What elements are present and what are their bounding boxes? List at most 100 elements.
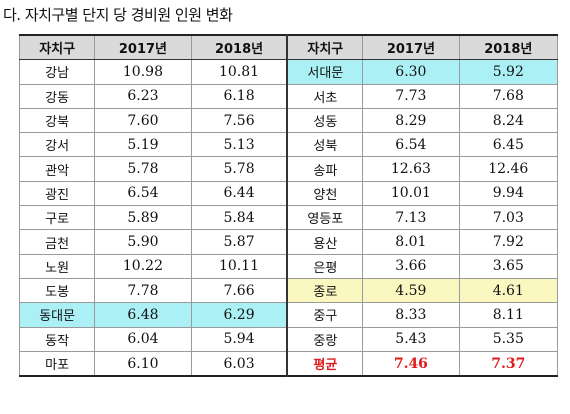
left-value-2017-cell: 6.10: [94, 350, 192, 377]
left-district-cell: 강북: [18, 107, 96, 134]
right-district-cell: 중랑: [286, 326, 364, 352]
right-value-2017-cell: 7.13: [362, 205, 460, 231]
left-district-cell: 마포: [18, 350, 96, 377]
table-row: 구로 5.89 5.84 영등포 7.13 7.03: [18, 205, 559, 231]
table-row: 노원 10.22 10.11 은평 3.66 3.65: [18, 253, 559, 279]
left-value-2018-cell: 5.84: [190, 205, 289, 231]
header-2018-left: 2018년: [190, 34, 289, 61]
left-value-2017-cell: 5.78: [94, 156, 192, 182]
table-row: 강동 6.23 6.18 서초 7.73 7.68: [18, 83, 559, 109]
left-value-2017-cell: 10.22: [94, 253, 192, 279]
right-value-2017-cell: 8.01: [362, 229, 460, 255]
right-district-cell: 송파: [286, 156, 364, 182]
table-row: 동대문 6.48 6.29 중구 8.33 8.11: [18, 302, 559, 328]
table-row: 관악 5.78 5.78 송파 12.63 12.46: [18, 156, 559, 182]
left-value-2017-cell: 7.78: [94, 277, 192, 304]
right-value-2018-cell: 7.68: [458, 83, 559, 109]
table-row: 도봉 7.78 7.66 종로 4.59 4.61: [18, 277, 559, 304]
left-district-cell: 금천: [18, 229, 96, 255]
left-value-2018-cell: 6.29: [190, 302, 289, 328]
header-district-left: 자치구: [18, 34, 96, 61]
right-value-2017-cell: 7.73: [362, 83, 460, 109]
left-district-cell: 동대문: [18, 302, 96, 328]
header-2017-right: 2017년: [362, 34, 460, 61]
left-value-2018-cell: 6.44: [190, 180, 289, 207]
left-district-cell: 구로: [18, 205, 96, 231]
left-district-cell: 광진: [18, 180, 96, 207]
right-value-2017-cell: 5.43: [362, 326, 460, 352]
table-body: 강남 10.98 10.81 서대문 6.30 5.92 강동 6.23 6.18 서초 7.73 7…: [18, 59, 559, 377]
right-district-cell: 은평: [286, 253, 364, 279]
right-district-cell: 종로: [286, 277, 364, 304]
left-value-2017-cell: 10.98: [94, 59, 192, 85]
left-value-2018-cell: 6.03: [190, 350, 289, 377]
right-value-2017-cell: 8.29: [362, 107, 460, 134]
right-value-2017-cell: 3.66: [362, 253, 460, 279]
right-district-cell: 용산: [286, 229, 364, 255]
right-value-2017-cell: 10.01: [362, 180, 460, 207]
table-header-row: 자치구 2017년 2018년 자치구 2017년 2018년: [18, 34, 559, 61]
left-value-2018-cell: 5.94: [190, 326, 289, 352]
right-value-2018-cell: 7.03: [458, 205, 559, 231]
left-district-cell: 강서: [18, 132, 96, 158]
right-value-2018-cell: 5.35: [458, 326, 559, 352]
right-value-2018-cell: 5.92: [458, 59, 559, 85]
right-value-2018-cell: 4.61: [458, 277, 559, 304]
left-value-2018-cell: 6.18: [190, 83, 289, 109]
table-row: 강서 5.19 5.13 성북 6.54 6.45: [18, 132, 559, 158]
left-value-2018-cell: 7.56: [190, 107, 289, 134]
left-value-2017-cell: 6.54: [94, 180, 192, 207]
right-value-2018-cell: 8.24: [458, 107, 559, 134]
table-row: 강남 10.98 10.81 서대문 6.30 5.92: [18, 59, 559, 85]
right-value-2017-cell: 8.33: [362, 302, 460, 328]
right-district-cell: 서초: [286, 83, 364, 109]
right-value-2017-cell: 4.59: [362, 277, 460, 304]
right-value-2018-cell: 9.94: [458, 180, 559, 207]
right-value-2018-cell: 7.92: [458, 229, 559, 255]
right-value-2018-cell: 6.45: [458, 132, 559, 158]
left-district-cell: 도봉: [18, 277, 96, 304]
right-district-cell: 성동: [286, 107, 364, 134]
table-row: 광진 6.54 6.44 양천 10.01 9.94: [18, 180, 559, 207]
left-value-2018-cell: 10.11: [190, 253, 289, 279]
table-row: 마포 6.10 6.03 평균 7.46 7.37: [18, 350, 559, 377]
right-value-2017-cell: 12.63: [362, 156, 460, 182]
table-row: 금천 5.90 5.87 용산 8.01 7.92: [18, 229, 559, 255]
left-district-cell: 동작: [18, 326, 96, 352]
left-value-2018-cell: 5.13: [190, 132, 289, 158]
table-row: 강북 7.60 7.56 성동 8.29 8.24: [18, 107, 559, 134]
left-value-2017-cell: 6.04: [94, 326, 192, 352]
right-district-cell: 성북: [286, 132, 364, 158]
right-district-cell: 평균: [286, 350, 364, 377]
right-value-2017-cell: 7.46: [362, 350, 460, 377]
left-district-cell: 노원: [18, 253, 96, 279]
right-district-cell: 중구: [286, 302, 364, 328]
left-value-2017-cell: 5.19: [94, 132, 192, 158]
left-value-2018-cell: 7.66: [190, 277, 289, 304]
right-value-2017-cell: 6.54: [362, 132, 460, 158]
left-district-cell: 강동: [18, 83, 96, 109]
right-value-2018-cell: 3.65: [458, 253, 559, 279]
right-value-2018-cell: 12.46: [458, 156, 559, 182]
district-guard-table: 자치구 2017년 2018년 자치구 2017년 2018년 강남 10.98 1…: [18, 34, 559, 378]
right-district-cell: 양천: [286, 180, 364, 207]
header-district-right: 자치구: [286, 34, 364, 61]
left-value-2018-cell: 10.81: [190, 59, 289, 85]
left-value-2018-cell: 5.78: [190, 156, 289, 182]
left-value-2017-cell: 7.60: [94, 107, 192, 134]
left-value-2017-cell: 5.90: [94, 229, 192, 255]
right-district-cell: 서대문: [286, 59, 364, 85]
left-value-2018-cell: 5.87: [190, 229, 289, 255]
header-2017-left: 2017년: [94, 34, 192, 61]
left-value-2017-cell: 6.48: [94, 302, 192, 328]
left-district-cell: 관악: [18, 156, 96, 182]
right-district-cell: 영등포: [286, 205, 364, 231]
left-district-cell: 강남: [18, 59, 96, 85]
header-2018-right: 2018년: [458, 34, 559, 61]
table-row: 동작 6.04 5.94 중랑 5.43 5.35: [18, 326, 559, 352]
left-value-2017-cell: 6.23: [94, 83, 192, 109]
left-value-2017-cell: 5.89: [94, 205, 192, 231]
right-value-2018-cell: 7.37: [458, 350, 559, 377]
right-value-2018-cell: 8.11: [458, 302, 559, 328]
right-value-2017-cell: 6.30: [362, 59, 460, 85]
